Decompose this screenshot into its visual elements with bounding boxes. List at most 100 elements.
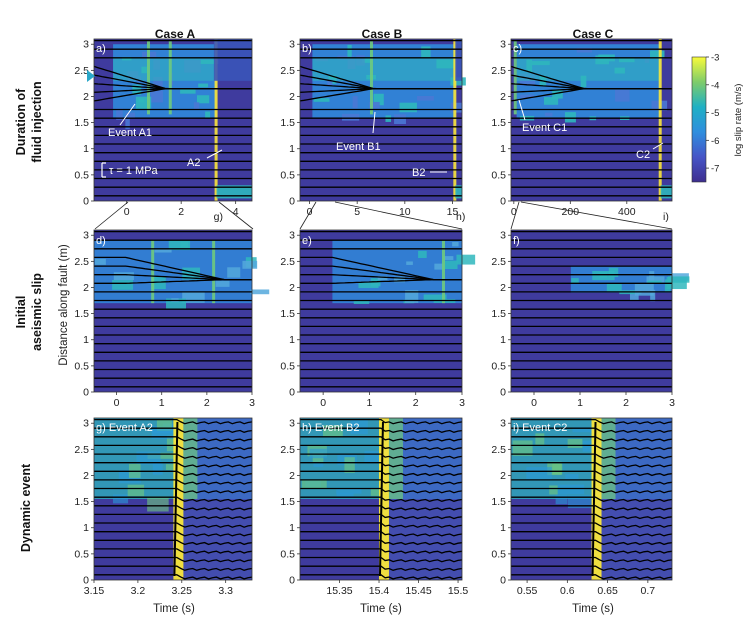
y-tick-label: 3	[83, 418, 89, 430]
x-tick-label: 0.55	[517, 585, 538, 597]
x-tick-label: 0.7	[641, 585, 656, 597]
heatmap-cell	[565, 474, 579, 481]
y-tick-label: 0	[289, 196, 295, 208]
y-tick-label: 0.5	[280, 169, 295, 181]
panel-e-heatmap	[300, 230, 476, 392]
annot-event-a1: Event A1	[108, 127, 152, 139]
heatmap-cell	[312, 57, 456, 81]
heatmap-cell	[455, 185, 462, 199]
x-tick-label: 15.4	[369, 585, 390, 597]
zoom-connector-a-left	[94, 201, 129, 230]
slip-trace	[299, 65, 462, 90]
slip-trace	[93, 65, 252, 90]
panel-h-ticks: 0 0.5 1 1.5 2 2.5 3 15.35 15.4 15.45 15.5	[280, 417, 469, 597]
slip-trace	[94, 427, 253, 433]
colorbar-ticks: -3 -4 -5 -6 -7	[706, 53, 719, 175]
zoom-connector-a-right	[218, 201, 254, 230]
y-axis-label: Distance along fault (m)	[58, 244, 70, 366]
slip-trace	[94, 548, 253, 554]
slip-trace	[94, 453, 253, 459]
heatmap-cell	[154, 248, 172, 253]
heatmap-cell	[151, 240, 155, 304]
heatmap-cell	[646, 276, 665, 283]
heatmap-cell	[250, 289, 270, 295]
y-tick-label: 1.5	[74, 117, 89, 129]
heatmap-cell	[150, 90, 163, 103]
y-tick-label: 2	[83, 282, 89, 294]
panel-c-ticks: 0 0.5 1 1.5 2 2.5 3 0 200 400	[491, 38, 673, 218]
x-tick-label: 2	[204, 397, 210, 409]
slip-trace	[300, 470, 463, 477]
panel-f-traces	[511, 230, 672, 388]
heatmap-cell	[455, 39, 462, 81]
x-tick-label: 15	[447, 206, 459, 218]
y-tick-label: 0	[289, 387, 295, 399]
y-tick-label: 3	[83, 230, 89, 242]
heatmap-cell	[450, 102, 463, 113]
heatmap-cell	[443, 260, 458, 270]
heatmap-cell	[242, 260, 258, 269]
heatmap-cell	[212, 240, 216, 304]
heatmap-cell	[423, 294, 447, 302]
rupture-front	[173, 421, 179, 577]
x-tick-label: 15.35	[326, 585, 352, 597]
panel-i-traces	[511, 418, 673, 580]
panel-frame	[299, 417, 463, 581]
panel-label-f: f)	[513, 235, 520, 247]
panel-label-g: g) Event A2	[96, 422, 153, 434]
annot-arrow-event-c1	[518, 99, 526, 121]
slip-trace	[511, 462, 673, 468]
colorbar-tick-label: -7	[711, 164, 719, 175]
x-tick-label: 0	[511, 206, 517, 218]
slip-trace	[94, 556, 253, 563]
heatmap-cell	[112, 494, 129, 504]
heatmap-cell	[352, 96, 358, 109]
row-title-injection-line1: Duration of	[14, 88, 28, 155]
heatmap-cell	[394, 114, 406, 125]
heatmap-cell	[183, 418, 198, 499]
panel-d-heatmap	[94, 230, 270, 392]
col-title-b: Case B	[362, 27, 403, 41]
y-tick-label: 1	[289, 522, 295, 534]
annot-event-b1: Event B1	[336, 141, 381, 153]
x-axis-label-c: Time (s)	[572, 603, 614, 615]
colorbar-gradient	[691, 56, 707, 183]
heatmap-cell	[453, 39, 457, 201]
heatmap-cell	[650, 289, 656, 302]
heatmap-cell	[165, 464, 180, 471]
panel-h: 0 0.5 1 1.5 2 2.5 3 15.35 15.4 15.45 15.5 h) Event…	[280, 417, 469, 597]
slip-trace	[511, 427, 673, 433]
slip-trace	[511, 444, 673, 451]
y-tick-label: 0	[500, 387, 506, 399]
heatmap-cell	[512, 440, 533, 456]
heatmap-cell	[358, 281, 379, 289]
heatmap-cell	[564, 112, 576, 123]
heatmap-cell	[347, 44, 352, 57]
heatmap-cell	[125, 116, 130, 130]
panel-frame	[299, 38, 463, 202]
y-tick-label: 1.5	[280, 496, 295, 508]
y-tick-label: 1	[83, 334, 89, 346]
heatmap-cell	[136, 451, 161, 465]
panel-a: 0 0.5 1 1.5 2 2.5 3 0 2 4 a) Event A1 A2 τ = 1 MP…	[74, 38, 253, 223]
heatmap-cell	[417, 95, 434, 101]
panel-b-ticks: 0 0.5 1 1.5 2 2.5 3 0 5 10 15	[280, 38, 463, 218]
row-title-injection-line2: fluid injection	[30, 81, 44, 162]
slip-trace	[511, 565, 673, 571]
zoom-connectors	[94, 201, 673, 230]
y-tick-label: 2.5	[491, 256, 506, 268]
x-tick-label: 15.5	[448, 585, 469, 597]
x-tick-label: 3.15	[84, 585, 105, 597]
y-tick-label: 0	[500, 196, 506, 208]
x-tick-label: 15.45	[405, 585, 431, 597]
heatmap-cell	[214, 39, 218, 201]
heatmap-cell	[567, 439, 583, 448]
heatmap-cell	[205, 111, 211, 119]
y-tick-label: 3	[83, 39, 89, 51]
heatmap-cell	[418, 250, 427, 258]
heatmap-cell	[166, 435, 178, 452]
panel-c: 0 0.5 1 1.5 2 2.5 3 0 200 400 c) Event C1 C2 i)	[491, 38, 673, 223]
y-tick-label: 2.5	[491, 444, 506, 456]
heatmap-cell	[193, 102, 200, 110]
y-tick-label: 2	[500, 470, 506, 482]
